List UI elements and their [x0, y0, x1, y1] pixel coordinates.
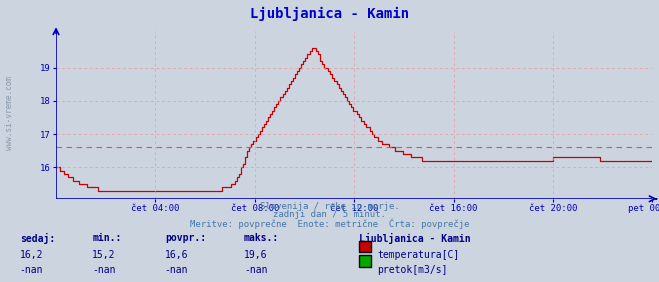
Text: min.:: min.: [92, 233, 122, 243]
Text: zadnji dan / 5 minut.: zadnji dan / 5 minut. [273, 210, 386, 219]
Text: 19,6: 19,6 [244, 250, 268, 259]
Text: Ljubljanica - Kamin: Ljubljanica - Kamin [250, 7, 409, 21]
Text: maks.:: maks.: [244, 233, 279, 243]
Text: 15,2: 15,2 [92, 250, 116, 259]
Text: -nan: -nan [165, 265, 188, 274]
Text: 16,2: 16,2 [20, 250, 43, 259]
Text: Slovenija / reke in morje.: Slovenija / reke in morje. [260, 202, 399, 211]
Text: -nan: -nan [20, 265, 43, 274]
Text: www.si-vreme.com: www.si-vreme.com [5, 76, 14, 150]
Text: -nan: -nan [92, 265, 116, 274]
Text: povpr.:: povpr.: [165, 233, 206, 243]
Text: sedaj:: sedaj: [20, 233, 55, 244]
Text: Ljubljanica - Kamin: Ljubljanica - Kamin [359, 233, 471, 244]
Text: 16,6: 16,6 [165, 250, 188, 259]
Text: pretok[m3/s]: pretok[m3/s] [377, 265, 447, 274]
Text: Meritve: povprečne  Enote: metrične  Črta: povprečje: Meritve: povprečne Enote: metrične Črta:… [190, 219, 469, 229]
Text: temperatura[C]: temperatura[C] [377, 250, 459, 259]
Text: -nan: -nan [244, 265, 268, 274]
